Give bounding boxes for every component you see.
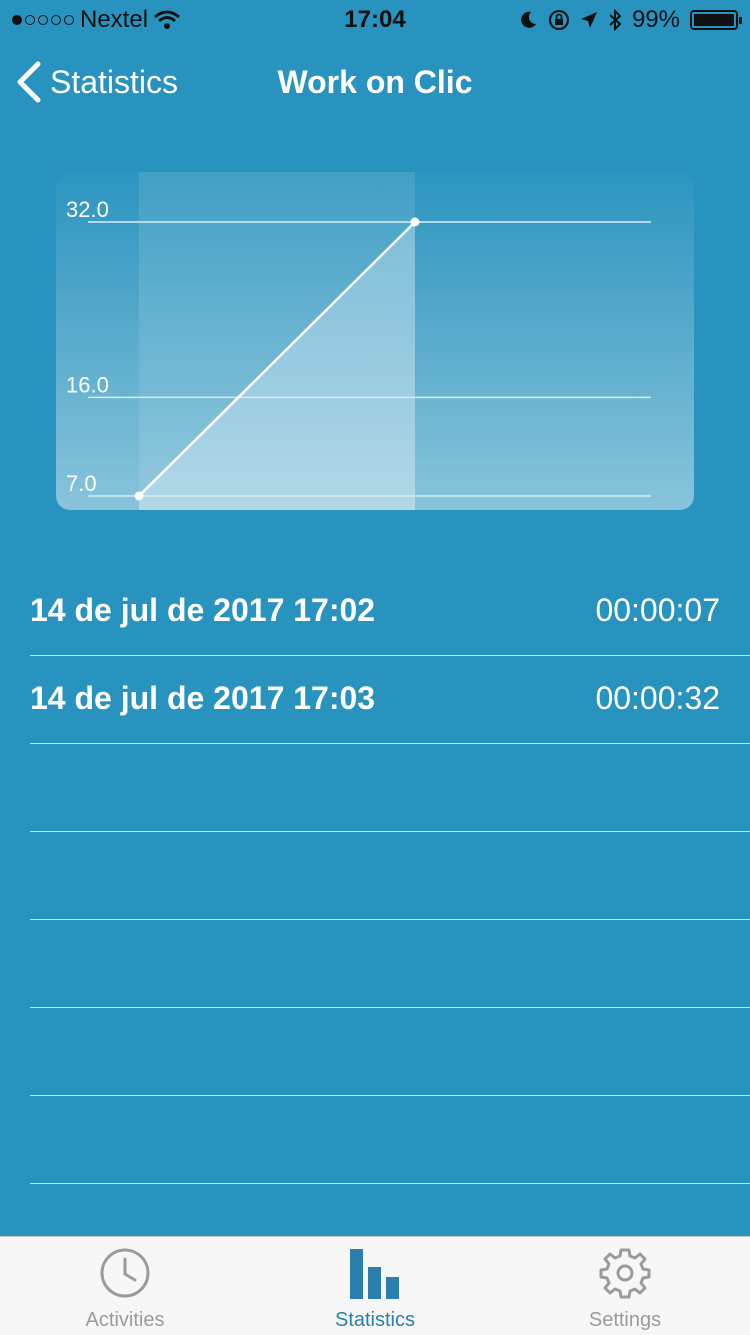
- back-button-label: Statistics: [50, 63, 179, 100]
- tab-settings[interactable]: Settings: [500, 1237, 750, 1335]
- clock-icon: [100, 1248, 150, 1298]
- tab-statistics[interactable]: Statistics: [250, 1237, 500, 1335]
- chart-plot-highlight: [139, 172, 415, 510]
- back-button[interactable]: Statistics: [14, 60, 178, 104]
- signal-strength-icon: [12, 15, 74, 25]
- empty-row: [0, 1096, 750, 1184]
- session-duration: 00:00:32: [595, 680, 720, 716]
- rotation-lock-icon: [548, 10, 569, 30]
- chart-y-tick-label: 16.0: [66, 372, 109, 397]
- page-title: Work on Clic: [277, 64, 473, 100]
- empty-row: [0, 832, 750, 920]
- wifi-icon: [154, 10, 180, 29]
- session-list: 14 de jul de 2017 17:02 00:00:07 14 de j…: [0, 568, 750, 1184]
- empty-row: [0, 920, 750, 1008]
- carrier-name: Nextel: [80, 6, 149, 33]
- session-date: 14 de jul de 2017 17:02: [30, 592, 376, 628]
- tab-label: Activities: [85, 1309, 165, 1331]
- line-chart: 32.0 16.0 7.0: [66, 172, 651, 510]
- chart-series-line: [138, 221, 416, 497]
- status-bar: Nextel 17:04 99%: [0, 0, 750, 40]
- location-arrow-icon: [580, 12, 597, 28]
- tab-label: Settings: [588, 1309, 662, 1331]
- gear-icon: [599, 1248, 651, 1299]
- status-left: Nextel: [12, 6, 180, 34]
- empty-row: [0, 1008, 750, 1096]
- status-right: 99%: [518, 6, 742, 34]
- statistics-chart: 32.0 16.0 7.0: [56, 172, 694, 510]
- session-date: 14 de jul de 2017 17:03: [30, 680, 376, 716]
- empty-row: [0, 744, 750, 832]
- chart-data-point: [410, 217, 420, 227]
- list-item[interactable]: 14 de jul de 2017 17:03 00:00:32: [0, 656, 750, 744]
- list-item[interactable]: 14 de jul de 2017 17:02 00:00:07: [0, 568, 750, 656]
- tab-label: Statistics: [334, 1309, 416, 1331]
- status-time: 17:04: [344, 6, 406, 33]
- bar-chart-icon: [350, 1249, 399, 1299]
- navigation-bar: Statistics Work on Clic: [0, 40, 750, 128]
- tab-bar: Activities Statistics Settings: [0, 1236, 750, 1335]
- bluetooth-icon: [609, 9, 622, 31]
- tab-activities[interactable]: Activities: [0, 1237, 250, 1335]
- moon-icon: [521, 11, 536, 28]
- chevron-left-icon: [17, 61, 41, 103]
- battery-level: [694, 14, 734, 26]
- chart-y-tick-label: 7.0: [66, 471, 97, 496]
- battery-icon: [690, 10, 742, 30]
- session-duration: 00:00:07: [595, 592, 720, 628]
- battery-percent: 99%: [631, 6, 680, 33]
- chart-data-point: [134, 491, 144, 501]
- chart-area-fill: [139, 222, 415, 510]
- chart-y-tick-label: 32.0: [66, 197, 109, 222]
